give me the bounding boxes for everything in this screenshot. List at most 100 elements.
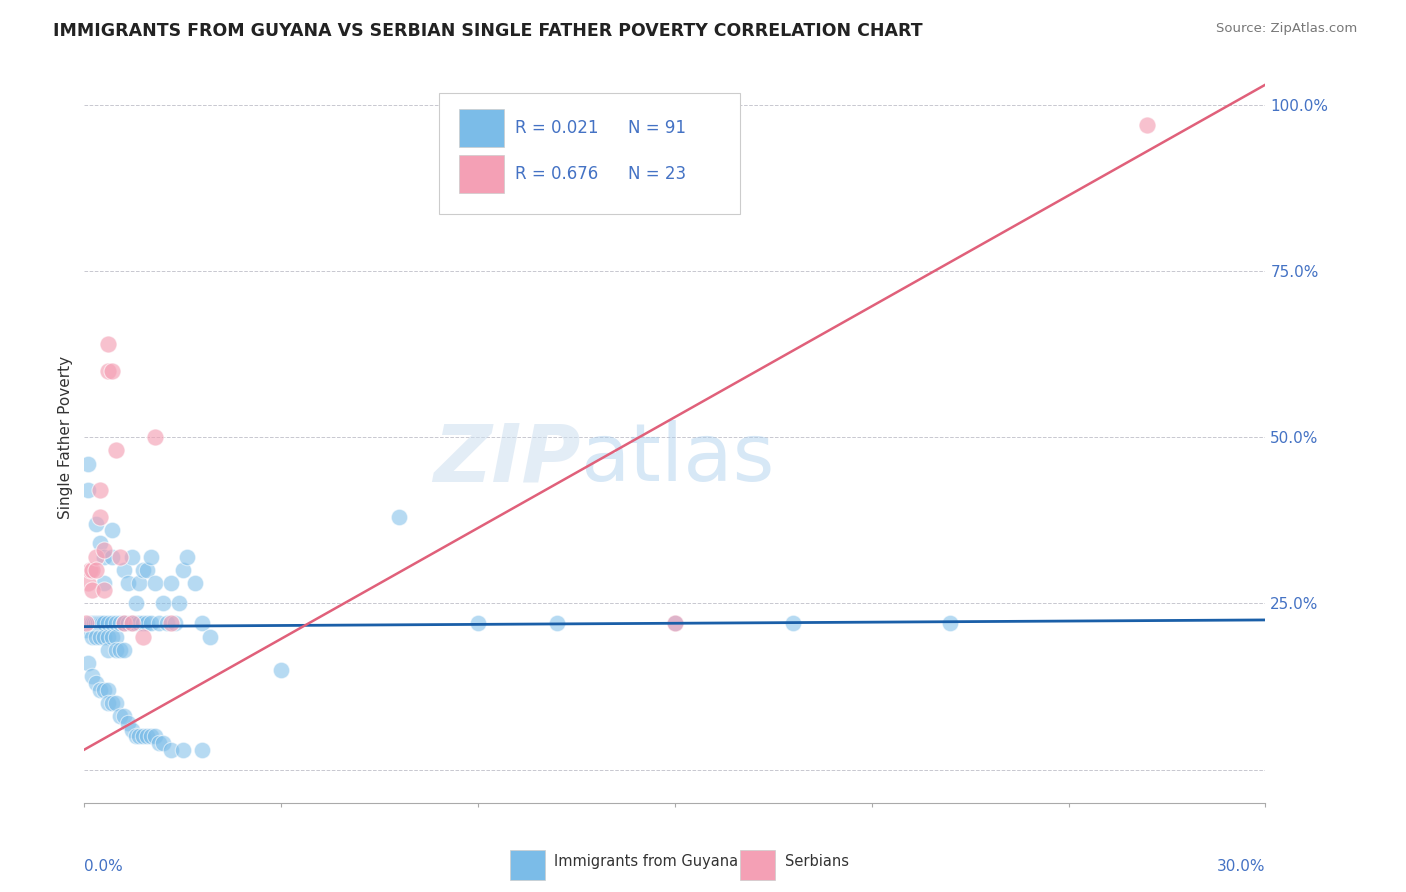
Point — [101, 696, 124, 710]
Point — [97, 630, 120, 644]
Point — [101, 523, 124, 537]
Point — [82, 616, 104, 631]
Point — [93, 582, 115, 597]
Point — [664, 616, 686, 631]
Point — [97, 337, 120, 351]
Point — [97, 696, 120, 710]
Point — [82, 582, 104, 597]
Point — [143, 576, 166, 591]
Point — [93, 682, 115, 697]
Point — [191, 616, 214, 631]
Point — [117, 716, 139, 731]
Text: Source: ZipAtlas.com: Source: ZipAtlas.com — [1216, 22, 1357, 36]
Point — [117, 576, 139, 591]
Point — [89, 682, 111, 697]
Point — [939, 616, 962, 631]
Bar — [458, 154, 503, 193]
Point — [108, 616, 131, 631]
Point — [191, 742, 214, 756]
Point — [77, 483, 100, 498]
Point — [112, 563, 135, 577]
Point — [97, 363, 120, 377]
Point — [77, 576, 100, 591]
Point — [128, 616, 150, 631]
Point — [782, 616, 804, 631]
Point — [112, 643, 135, 657]
Point — [89, 536, 111, 550]
Point — [152, 736, 174, 750]
Point — [128, 576, 150, 591]
Point — [104, 616, 127, 631]
Text: N = 91: N = 91 — [627, 119, 686, 136]
Point — [200, 630, 222, 644]
Point — [132, 616, 155, 631]
FancyBboxPatch shape — [439, 94, 740, 214]
Point — [124, 729, 146, 743]
Point — [141, 616, 163, 631]
Point — [160, 576, 183, 591]
Bar — [740, 850, 775, 880]
Point — [132, 729, 155, 743]
Text: 0.0%: 0.0% — [84, 859, 124, 874]
Point — [136, 729, 159, 743]
Text: R = 0.676: R = 0.676 — [516, 165, 599, 183]
Point — [121, 723, 143, 737]
Point — [93, 543, 115, 558]
Point — [89, 616, 111, 631]
Point — [121, 616, 143, 631]
Text: Serbians: Serbians — [785, 854, 849, 869]
Point — [141, 549, 163, 564]
Point — [101, 630, 124, 644]
Point — [104, 443, 127, 458]
Point — [84, 676, 107, 690]
Point — [83, 616, 105, 631]
Point — [93, 616, 115, 631]
Point — [143, 430, 166, 444]
Text: R = 0.021: R = 0.021 — [516, 119, 599, 136]
Point — [112, 616, 135, 631]
Point — [79, 616, 101, 631]
Point — [84, 630, 107, 644]
Text: N = 23: N = 23 — [627, 165, 686, 183]
Point — [84, 516, 107, 531]
Point — [87, 616, 110, 631]
Point — [143, 729, 166, 743]
Point — [104, 630, 127, 644]
Point — [124, 616, 146, 631]
Point — [132, 630, 155, 644]
Point — [132, 563, 155, 577]
Point — [183, 576, 205, 591]
Point — [101, 363, 124, 377]
Point — [117, 616, 139, 631]
Point — [75, 623, 97, 637]
Point — [167, 596, 190, 610]
Point — [148, 736, 170, 750]
Point — [152, 596, 174, 610]
Point — [97, 616, 120, 631]
Point — [104, 643, 127, 657]
Point — [176, 549, 198, 564]
Point — [172, 742, 194, 756]
Point — [93, 549, 115, 564]
Point — [84, 616, 107, 631]
Y-axis label: Single Father Poverty: Single Father Poverty — [58, 356, 73, 518]
Point — [82, 630, 104, 644]
Point — [108, 709, 131, 723]
Point — [121, 549, 143, 564]
Point — [82, 563, 104, 577]
Point — [156, 616, 179, 631]
Bar — [509, 850, 546, 880]
Point — [89, 509, 111, 524]
Point — [136, 616, 159, 631]
Point — [93, 576, 115, 591]
Text: IMMIGRANTS FROM GUYANA VS SERBIAN SINGLE FATHER POVERTY CORRELATION CHART: IMMIGRANTS FROM GUYANA VS SERBIAN SINGLE… — [53, 22, 924, 40]
Point — [172, 563, 194, 577]
Point — [467, 616, 489, 631]
Point — [148, 616, 170, 631]
Point — [160, 616, 183, 631]
Point — [89, 483, 111, 498]
Point — [121, 616, 143, 631]
Point — [128, 729, 150, 743]
Point — [77, 656, 100, 670]
Point — [84, 549, 107, 564]
